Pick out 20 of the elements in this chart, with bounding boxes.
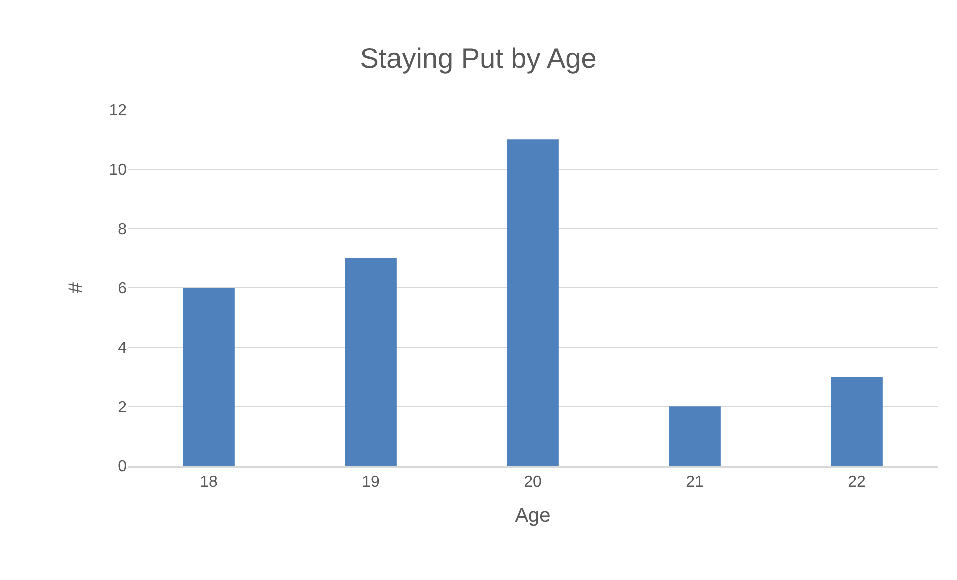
y-tick-label: 6 [118, 280, 128, 298]
x-tick-label: 20 [524, 474, 542, 491]
bar [831, 377, 883, 466]
y-tick-label: 10 [109, 162, 128, 179]
x-tick-label: 18 [200, 474, 218, 491]
y-tick-label: 12 [109, 102, 128, 120]
bar [669, 406, 721, 466]
x-axis-title: Age [515, 504, 551, 527]
x-tick-label: 22 [848, 474, 866, 491]
y-axis-title: # [66, 282, 88, 294]
y-tick-label: 2 [118, 399, 128, 416]
bar [183, 288, 235, 466]
x-tick-label: 19 [362, 474, 380, 491]
chart-title: Staying Put by Age [360, 42, 597, 74]
y-tick-label: 8 [118, 221, 128, 238]
x-tick-label: 21 [686, 474, 704, 491]
y-tick-label: 4 [118, 340, 128, 357]
bar [345, 258, 397, 466]
y-tick-label: 0 [118, 458, 128, 476]
bar [507, 140, 559, 466]
